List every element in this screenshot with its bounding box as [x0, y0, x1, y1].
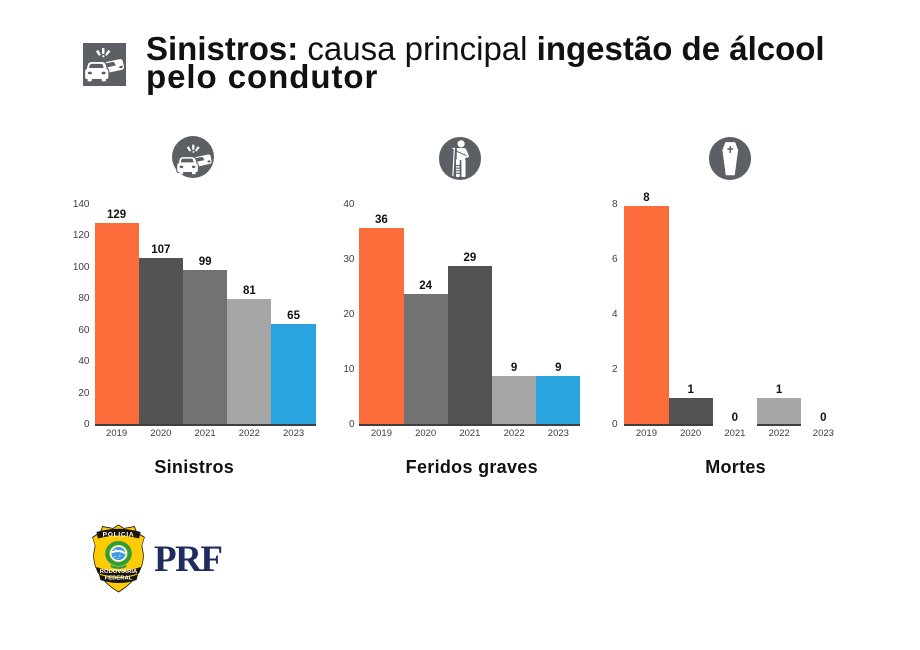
svg-text:FEDERAL: FEDERAL	[105, 576, 133, 582]
svg-text:RODOVIARIA: RODOVIARIA	[100, 569, 137, 575]
svg-text:POLICIA: POLICIA	[103, 532, 135, 539]
